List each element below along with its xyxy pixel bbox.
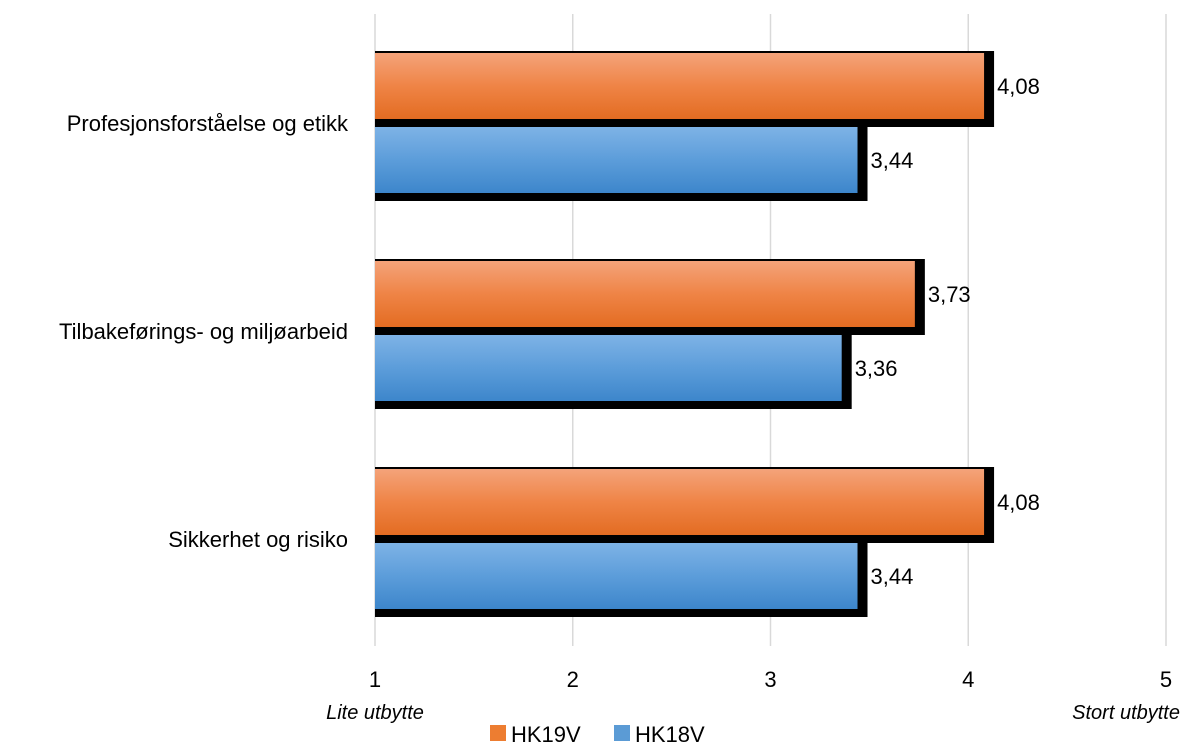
bar-hk18v-tilbakeforings-og-miljoarbeid <box>375 335 842 401</box>
x-tick-label: 1 <box>369 667 381 692</box>
x-tick-label: 2 <box>567 667 579 692</box>
data-label: 3,44 <box>871 148 914 173</box>
bar-hk19v-profesjonsforstaelse-og-etikk <box>375 53 985 119</box>
x-tick-label: 3 <box>764 667 776 692</box>
labels: 1 2 3 4 5 Lite utbytte Stort utbytte Profesjons… <box>59 74 1180 724</box>
category-label-profesjonsforstaelse-og-etikk: Profesjonsforståelse og etikk <box>67 111 349 136</box>
data-label: 3,73 <box>928 282 971 307</box>
bar-hk18v-profesjonsforstaelse-og-etikk <box>375 127 858 193</box>
data-label: 4,08 <box>997 74 1040 99</box>
x-axis-note-left: Lite utbytte <box>326 702 424 724</box>
category-label-tilbakeforings-og-miljoarbeid: Tilbakeførings- og miljøarbeid <box>59 319 348 344</box>
data-label: 3,36 <box>855 356 898 381</box>
x-tick-label: 4 <box>962 667 974 692</box>
bars <box>375 53 985 609</box>
bar-hk19v-tilbakeforings-og-miljoarbeid <box>375 261 915 327</box>
category-label-sikkerhet-og-risiko: Sikkerhet og risiko <box>168 527 348 552</box>
legend-swatch-hk19v <box>490 725 506 741</box>
legend-swatch-hk18v <box>614 725 630 741</box>
data-label: 3,44 <box>871 564 914 589</box>
x-tick-label: 5 <box>1160 667 1172 692</box>
legend-label-hk19v: HK19V <box>511 722 581 745</box>
legend: HK19V HK18V <box>490 722 705 745</box>
data-label: 4,08 <box>997 490 1040 515</box>
x-axis-note-right: Stort utbytte <box>1072 702 1180 724</box>
legend-label-hk18v: HK18V <box>635 722 705 745</box>
bar-hk18v-sikkerhet-og-risiko <box>375 543 858 609</box>
bar-hk19v-sikkerhet-og-risiko <box>375 469 985 535</box>
